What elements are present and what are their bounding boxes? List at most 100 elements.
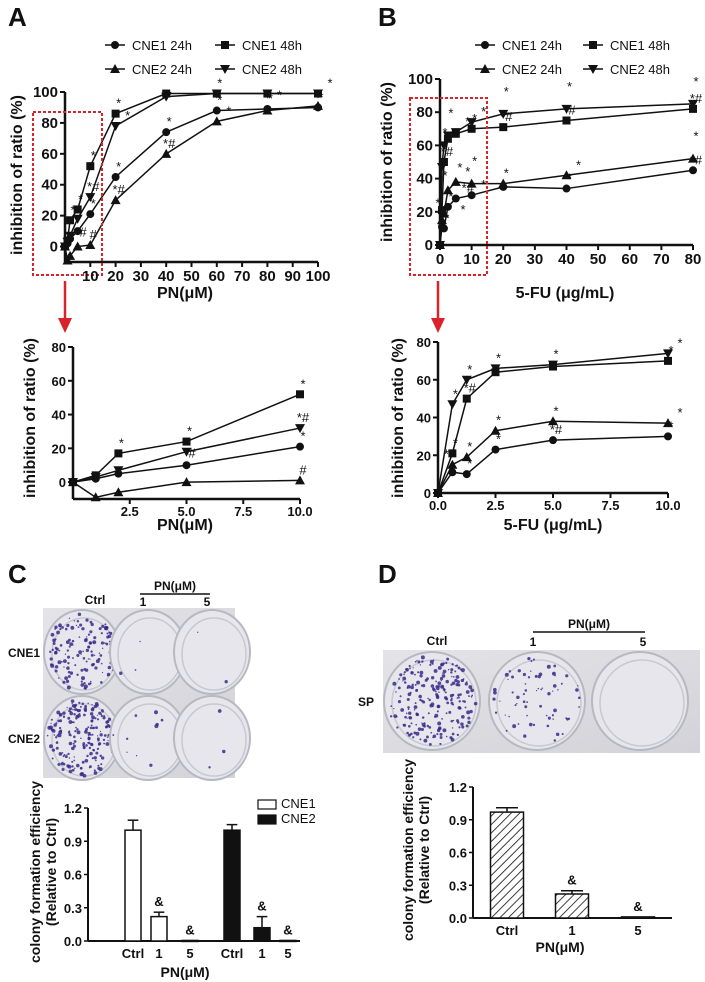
colony-dot xyxy=(561,732,564,736)
colony-dot xyxy=(51,648,54,651)
colony-dot xyxy=(415,712,420,717)
data-point xyxy=(663,349,673,359)
data-point xyxy=(211,89,222,99)
colony-dot xyxy=(393,707,395,710)
colony-dot xyxy=(208,766,211,769)
bar xyxy=(554,893,590,919)
data-point xyxy=(664,356,672,365)
colony-dot xyxy=(54,625,58,629)
colony-dot xyxy=(74,664,77,667)
data-point xyxy=(549,436,557,445)
legend-label: CNE2 48h xyxy=(242,62,302,77)
legend-label: CNE2 xyxy=(281,811,316,826)
legend-entry xyxy=(583,41,603,49)
data-point xyxy=(68,478,78,488)
colony-dot xyxy=(65,679,70,684)
colony-dot xyxy=(408,711,412,715)
colony-dot xyxy=(83,684,88,689)
colony-dot xyxy=(100,709,104,713)
colony-dot xyxy=(106,672,111,677)
colony-dot xyxy=(66,666,70,670)
colony-dot xyxy=(420,655,425,660)
colony-dot xyxy=(419,698,422,702)
colony-dot xyxy=(575,688,579,692)
x-tick-label: 0 xyxy=(436,251,444,268)
colony-dot xyxy=(85,727,89,731)
colony-dot xyxy=(439,676,444,681)
colony-dot xyxy=(402,723,407,727)
colony-dot xyxy=(402,676,407,681)
significance-mark: & xyxy=(633,899,642,914)
colony-dot xyxy=(62,659,67,664)
significance-mark: * xyxy=(553,403,558,418)
colony-dot xyxy=(437,665,442,670)
colony-dot xyxy=(421,716,425,719)
legend-label: CNE1 24h xyxy=(502,38,562,53)
significance-mark: * xyxy=(567,79,572,94)
data-point xyxy=(462,394,471,403)
y-tick-label: 0 xyxy=(425,237,433,254)
data-point xyxy=(436,215,447,225)
colony-dot xyxy=(419,738,422,741)
colony-dot xyxy=(93,769,96,772)
colony-dot xyxy=(74,708,78,712)
colony-dot xyxy=(552,684,557,688)
colony-dot xyxy=(103,734,107,737)
y-tick-label: 80 xyxy=(52,340,66,355)
column-label: Ctrl xyxy=(85,593,106,607)
colony-dot xyxy=(504,714,506,716)
colony-dot xyxy=(499,700,501,702)
panel-label-a: A xyxy=(8,2,27,32)
colony-dot xyxy=(403,681,407,684)
colony-dot xyxy=(49,744,53,749)
colony-dot xyxy=(419,674,423,678)
colony-dot xyxy=(91,715,95,720)
colony-dot xyxy=(538,672,543,677)
data-point xyxy=(162,128,171,137)
colony-dot xyxy=(154,710,158,715)
colony-dot xyxy=(426,677,429,681)
significance-mark: * xyxy=(217,76,222,91)
colony-dot xyxy=(438,691,440,693)
line-chart-a-inset xyxy=(68,346,305,504)
colony-dot xyxy=(80,737,82,740)
y-tick-label: 60 xyxy=(41,146,58,163)
colony-dot xyxy=(445,679,449,684)
bar-chart-d xyxy=(469,786,672,919)
colony-dot xyxy=(154,724,159,729)
colony-dot xyxy=(94,702,99,706)
y-tick-label: 0 xyxy=(59,475,66,490)
significance-mark: * xyxy=(553,347,558,362)
colony-dot xyxy=(160,718,164,722)
colony-dot xyxy=(528,722,533,727)
significance-mark: * xyxy=(78,191,83,206)
data-point xyxy=(62,255,73,265)
colony-dot xyxy=(88,766,91,769)
colony-dot xyxy=(76,653,80,657)
colony-dot xyxy=(102,738,106,742)
colony-dot xyxy=(105,642,109,646)
colony-dot xyxy=(89,630,93,634)
significance-mark: * xyxy=(435,195,440,210)
significance-mark: * xyxy=(472,111,477,126)
line-chart-a xyxy=(32,41,323,333)
colony-dot xyxy=(95,659,100,664)
data-point xyxy=(161,92,172,102)
colony-dot xyxy=(436,733,439,736)
colony-dot xyxy=(389,715,393,718)
data-point xyxy=(113,487,124,497)
legend-swatch xyxy=(257,799,277,810)
colony-dot xyxy=(91,757,94,760)
colony-dot xyxy=(92,726,96,730)
legend-entry xyxy=(105,41,125,49)
colony-dot xyxy=(414,683,417,686)
legend-entry xyxy=(583,65,603,74)
colony-dot xyxy=(456,733,460,737)
significance-mark: * xyxy=(693,129,698,144)
x-tick-label: 10 xyxy=(82,268,99,285)
colony-dot xyxy=(400,708,405,712)
colony-dot xyxy=(508,715,510,718)
significance-mark: * xyxy=(116,159,121,174)
colony-dot xyxy=(75,624,78,627)
